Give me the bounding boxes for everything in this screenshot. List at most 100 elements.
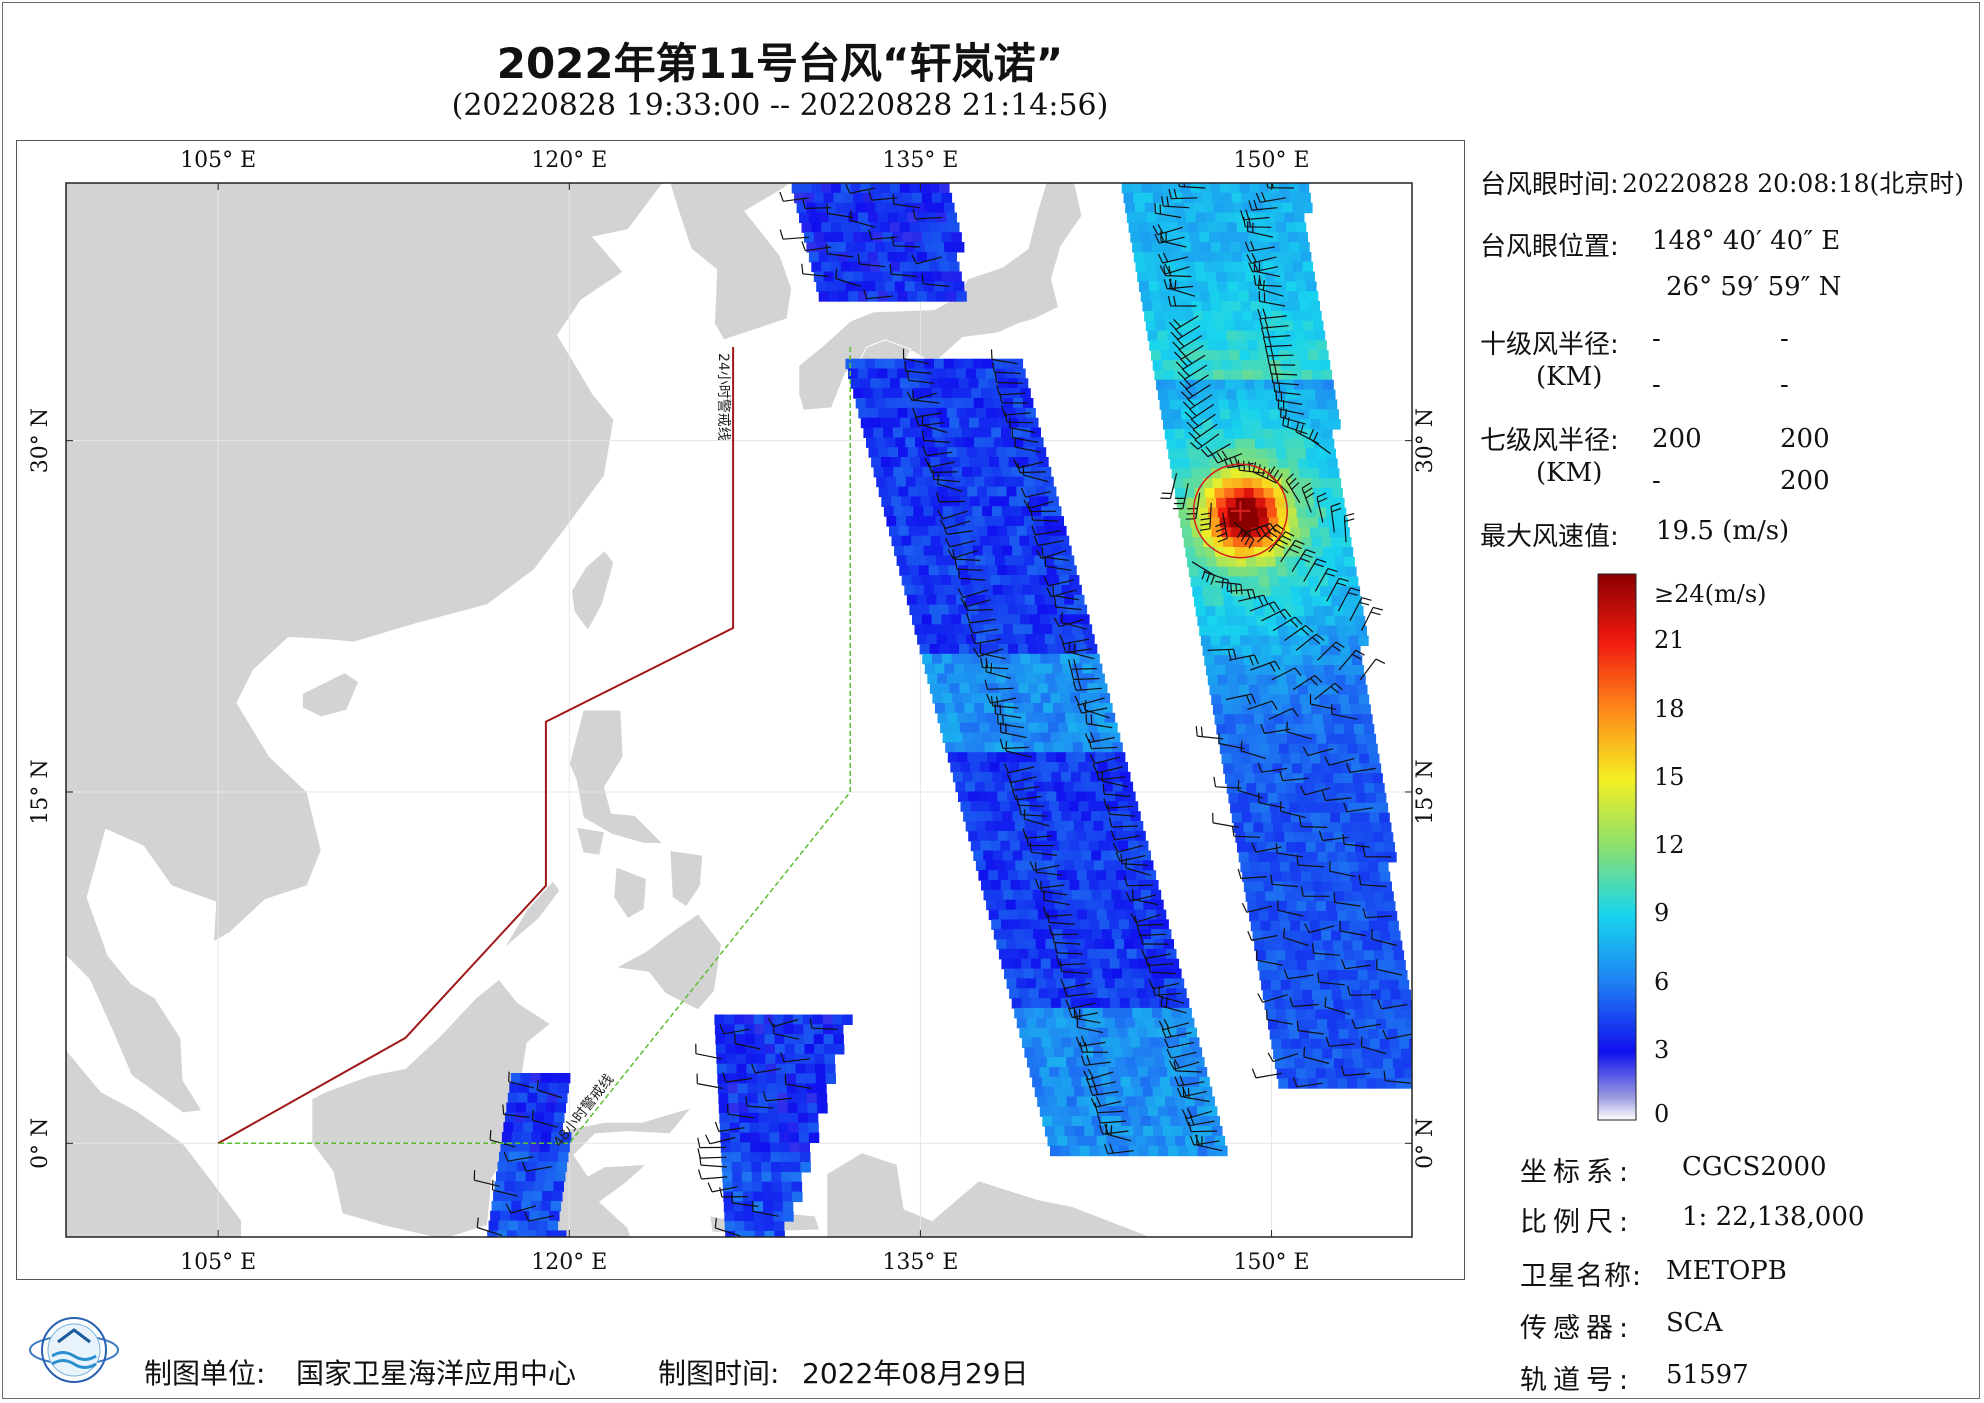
wind-cell [1365, 960, 1377, 971]
wind-cell [1231, 527, 1242, 538]
wind-cell [1326, 960, 1337, 971]
wind-cell [1280, 694, 1291, 705]
wind-cell [1321, 763, 1333, 774]
wind-cell [1056, 604, 1068, 616]
wind-cell [1225, 212, 1236, 223]
wind-cell [1096, 909, 1108, 921]
wind-cell [1232, 537, 1244, 548]
wind-cell [1104, 712, 1116, 724]
wind-cell [896, 555, 908, 566]
wind-cell [1073, 781, 1084, 793]
wind-barb [1257, 278, 1284, 297]
wind-cell [1209, 684, 1220, 696]
wind-barb [1094, 1102, 1124, 1114]
wind-cell [1185, 1135, 1196, 1147]
wind-cell [1288, 183, 1300, 194]
colorbar-tick-label: 18 [1654, 694, 1685, 723]
wind-cell [948, 604, 960, 616]
wind-cell [1316, 901, 1327, 912]
wind-cell [768, 1103, 779, 1114]
wind-cell [938, 525, 949, 537]
wind-cell [1289, 242, 1300, 253]
wind-cell [1255, 438, 1266, 450]
wind-barb [1163, 265, 1192, 278]
wind-cell [976, 712, 988, 724]
wind-cell [1142, 1086, 1154, 1098]
wind-cell [1359, 1038, 1371, 1050]
wind-cell [1010, 919, 1022, 930]
wind-barb [1268, 363, 1298, 376]
wind-cell [1285, 556, 1296, 568]
wind-cell [898, 525, 910, 537]
wind-cell [880, 183, 891, 194]
wind-cell [1306, 960, 1318, 971]
wind-cell [1292, 822, 1304, 833]
wind-cell [521, 1200, 532, 1212]
wind-cell [1031, 771, 1042, 783]
wind-cell [1022, 811, 1033, 822]
wind-cell [1126, 1135, 1137, 1147]
wind-cell [1328, 743, 1339, 755]
wind-barb [1068, 642, 1095, 660]
wind-cell [1153, 310, 1165, 322]
wind-cell [1004, 968, 1015, 980]
wind-cell [1021, 998, 1032, 1009]
wind-cell [1223, 596, 1234, 607]
wind-cell [883, 506, 895, 517]
wind-cell [1125, 830, 1136, 842]
wind-barb [1073, 1008, 1101, 1024]
wind-cell [1210, 635, 1222, 646]
wind-cell [814, 1053, 826, 1065]
wind-cell [978, 643, 990, 655]
wind-cell [1018, 683, 1029, 694]
wind-barb [1013, 458, 1044, 469]
wind-cell [927, 447, 938, 458]
wind-cell [1004, 742, 1015, 753]
wind-cell [1189, 291, 1201, 302]
wind-cell [1189, 399, 1200, 410]
wind-cell [1277, 1019, 1289, 1030]
wind-cell [917, 447, 929, 458]
wind-cell [1186, 271, 1197, 282]
wind-cell [1341, 989, 1352, 1001]
wind-cell [1250, 635, 1261, 646]
wind-cell [922, 653, 933, 665]
wind-cell [1335, 674, 1347, 686]
wind-cell [1118, 840, 1129, 852]
wind-cell [946, 634, 958, 645]
wind-cell [1013, 437, 1024, 448]
wind-cell [983, 437, 995, 448]
wind-barb [863, 288, 893, 300]
wind-cell [1168, 1145, 1179, 1157]
wind-barb [912, 209, 942, 220]
wind-cell [934, 624, 945, 635]
wind-cell [1146, 212, 1158, 223]
wind-cell [1173, 251, 1184, 263]
wind-cell [1389, 1038, 1400, 1050]
wind-cell [1162, 1086, 1173, 1098]
wind-cell [939, 261, 950, 273]
wind-cell [1067, 643, 1078, 655]
wind-cell [1191, 242, 1202, 253]
wind-cell [1058, 988, 1069, 999]
wind-cell [967, 752, 978, 763]
wind-barb [984, 679, 1014, 690]
wind-cell [763, 1201, 774, 1212]
wind-cell [1127, 801, 1139, 812]
wind-cell [1027, 830, 1038, 842]
wind-cell [1088, 1067, 1099, 1078]
wind-cell [1148, 1145, 1159, 1157]
wind-cell [1061, 771, 1072, 783]
wind-cell [969, 457, 980, 468]
wind-barb [947, 549, 978, 559]
wind-barb [1316, 492, 1328, 523]
wind-cell [1185, 379, 1197, 391]
wind-cell [929, 183, 940, 194]
wind-cell [995, 594, 1006, 606]
wind-cell [1374, 1068, 1386, 1079]
wind-cell [975, 368, 987, 379]
wind-cell [1015, 899, 1027, 911]
wind-cell [901, 535, 912, 547]
wind-cell [1257, 399, 1269, 410]
